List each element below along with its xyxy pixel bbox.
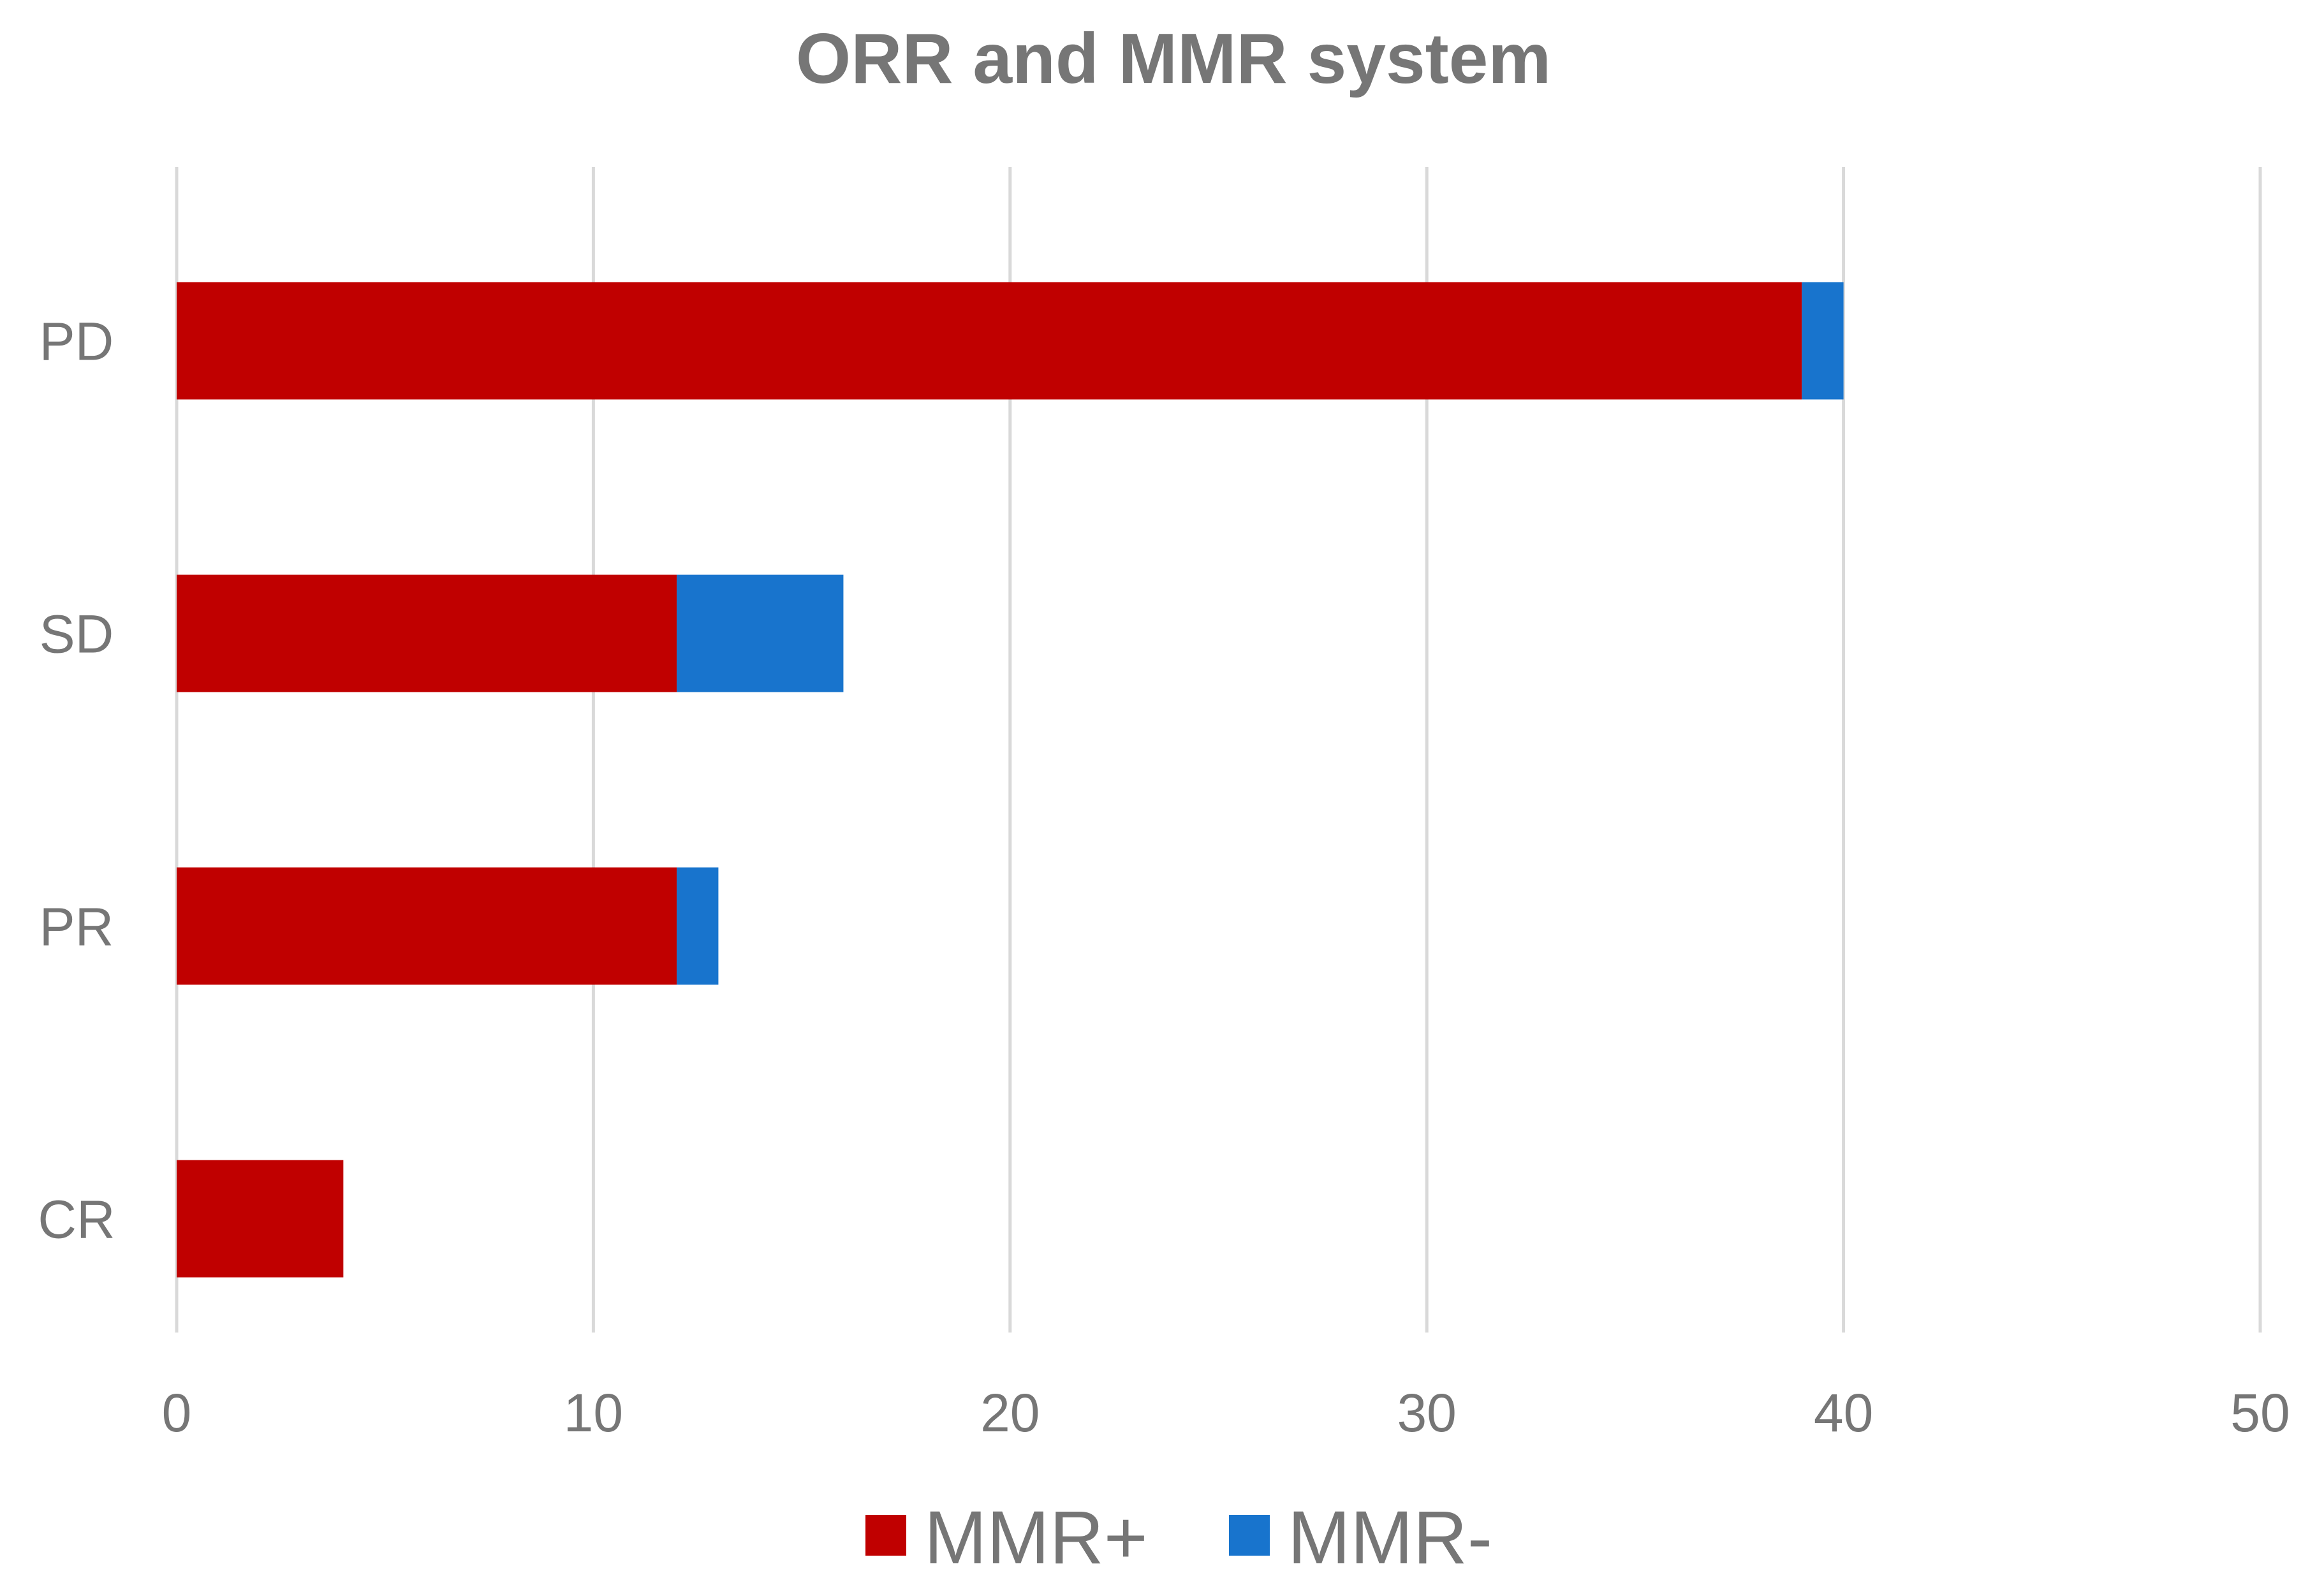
x-tick-label: 10: [564, 1383, 623, 1443]
x-tick-label: 30: [1397, 1383, 1456, 1443]
y-category-label: CR: [38, 1190, 115, 1250]
x-tick-label: 0: [162, 1383, 192, 1443]
y-category-label: PR: [40, 897, 114, 957]
y-category-label: PD: [40, 312, 114, 372]
bar-mmr-plus-cr: [177, 1160, 344, 1278]
x-axis-tick-labels: 0 10 20 30 40 50: [162, 1383, 2290, 1443]
legend: MMR+ MMR-: [865, 1496, 1492, 1580]
bars: [177, 282, 1844, 1278]
bar-mmr-plus-sd: [177, 574, 677, 692]
bar-mmr-plus-pr: [177, 867, 677, 985]
legend-label: MMR-: [1288, 1496, 1492, 1580]
legend-swatch: [1229, 1515, 1270, 1556]
x-tick-label: 40: [1814, 1383, 1873, 1443]
bar-mmr-plus-pd: [177, 282, 1802, 400]
chart-title: ORR and MMR system: [796, 19, 1551, 98]
x-tick-label: 20: [980, 1383, 1040, 1443]
legend-label: MMR+: [924, 1496, 1148, 1580]
y-axis-category-labels: PD SD PR CR: [38, 312, 115, 1250]
bar-mmr-minus-pd: [1802, 282, 1844, 400]
legend-swatch: [865, 1515, 906, 1556]
y-category-label: SD: [40, 604, 114, 664]
x-tick-label: 50: [2230, 1383, 2290, 1443]
bar-mmr-minus-sd: [677, 574, 844, 692]
bar-mmr-minus-pr: [677, 867, 719, 985]
